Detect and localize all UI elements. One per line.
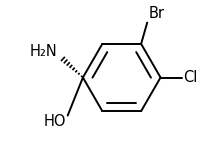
- Text: Cl: Cl: [183, 70, 198, 85]
- Text: Br: Br: [149, 6, 165, 21]
- Text: HO: HO: [44, 114, 66, 129]
- Text: H₂N: H₂N: [30, 44, 58, 59]
